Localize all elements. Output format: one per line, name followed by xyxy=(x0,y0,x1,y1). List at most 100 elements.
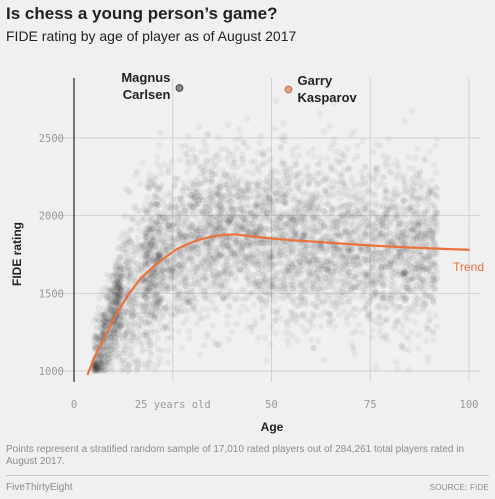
data-point xyxy=(236,257,243,264)
data-point xyxy=(118,272,125,280)
data-point xyxy=(277,144,285,152)
data-point xyxy=(295,269,302,276)
data-point xyxy=(289,264,297,271)
data-point xyxy=(129,330,136,338)
data-point xyxy=(172,297,180,304)
data-point xyxy=(132,275,139,283)
data-point xyxy=(290,228,297,236)
data-point xyxy=(92,334,99,341)
data-point xyxy=(256,169,263,176)
data-point xyxy=(277,208,284,216)
data-point xyxy=(128,215,135,223)
data-point xyxy=(420,155,428,163)
data-point xyxy=(333,216,340,223)
data-point xyxy=(126,226,134,233)
data-point xyxy=(416,260,424,267)
data-point xyxy=(415,332,422,339)
data-point xyxy=(166,203,173,211)
data-point xyxy=(244,323,251,331)
data-point xyxy=(112,338,119,345)
data-point xyxy=(164,229,171,236)
data-point xyxy=(384,337,391,344)
data-point xyxy=(321,291,328,298)
data-point xyxy=(258,250,265,258)
data-point xyxy=(262,214,270,222)
data-point xyxy=(324,200,331,207)
data-point xyxy=(253,261,261,269)
data-point xyxy=(160,264,167,271)
data-point xyxy=(364,247,371,254)
data-point xyxy=(182,275,189,283)
data-point xyxy=(303,241,310,249)
data-point xyxy=(355,321,363,328)
data-point xyxy=(340,182,348,190)
data-point xyxy=(317,155,324,162)
data-point xyxy=(111,327,118,335)
data-point xyxy=(372,210,379,217)
data-point xyxy=(144,295,151,302)
data-point xyxy=(98,312,105,319)
data-point xyxy=(158,304,165,312)
data-point xyxy=(206,187,213,195)
data-point xyxy=(225,121,232,129)
data-point xyxy=(164,359,172,366)
data-point xyxy=(126,274,133,282)
data-point xyxy=(263,179,271,186)
data-point xyxy=(286,260,293,268)
data-point xyxy=(320,278,327,286)
data-point xyxy=(239,151,246,158)
data-point xyxy=(187,232,194,239)
data-point xyxy=(399,269,406,277)
data-point xyxy=(316,299,323,306)
data-point xyxy=(334,189,341,196)
data-point xyxy=(185,225,192,233)
data-point xyxy=(114,285,121,292)
data-point xyxy=(142,230,149,237)
data-point xyxy=(129,258,136,265)
data-point xyxy=(254,266,262,273)
data-point xyxy=(346,206,354,213)
data-point xyxy=(322,297,329,305)
data-point xyxy=(377,332,384,339)
data-point xyxy=(301,286,308,293)
data-point xyxy=(254,195,262,202)
data-point xyxy=(196,351,203,358)
data-point xyxy=(151,366,158,373)
data-point xyxy=(340,278,347,286)
data-point xyxy=(154,197,162,205)
data-point xyxy=(369,291,376,298)
data-point xyxy=(255,227,263,234)
data-point xyxy=(224,241,231,248)
data-point xyxy=(107,346,114,354)
data-point xyxy=(127,271,134,278)
data-point xyxy=(387,295,394,303)
data-point xyxy=(206,206,213,213)
data-point xyxy=(382,234,389,241)
data-point xyxy=(143,232,150,239)
data-point xyxy=(242,178,249,185)
data-point xyxy=(129,297,137,304)
data-point xyxy=(399,282,406,289)
data-point xyxy=(98,365,106,372)
data-point xyxy=(304,150,311,157)
data-point xyxy=(148,176,156,183)
data-point xyxy=(207,210,214,217)
data-point xyxy=(272,214,279,221)
data-point xyxy=(199,273,206,281)
data-point xyxy=(293,173,300,180)
data-point xyxy=(204,216,211,223)
data-point xyxy=(163,212,171,219)
data-point xyxy=(114,294,122,301)
data-point xyxy=(385,135,392,143)
data-point xyxy=(91,361,99,368)
data-point xyxy=(398,271,405,278)
data-point xyxy=(239,226,246,233)
data-point xyxy=(96,364,104,371)
data-point xyxy=(269,292,276,299)
data-point xyxy=(344,192,351,199)
data-point xyxy=(224,320,231,327)
data-point xyxy=(333,181,341,188)
data-point xyxy=(186,159,194,166)
data-point xyxy=(401,172,408,179)
